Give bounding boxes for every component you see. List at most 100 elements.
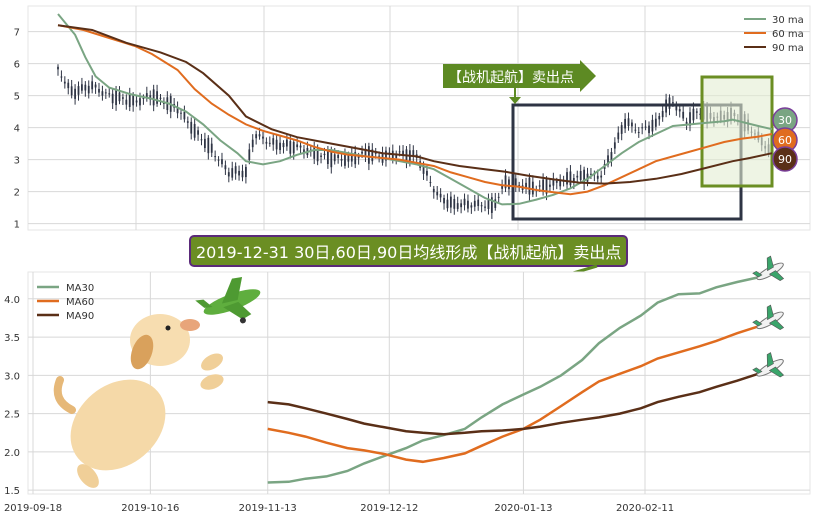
candle-body <box>610 152 613 161</box>
candle-body <box>583 169 586 184</box>
candle-body <box>467 200 469 209</box>
legend-label-MA30: MA30 <box>66 283 94 294</box>
candle-body <box>193 123 196 138</box>
candle-body <box>443 197 445 204</box>
candle-body <box>77 86 80 95</box>
candle-body <box>682 111 685 119</box>
candle-body <box>579 171 582 180</box>
candle-body <box>285 139 288 147</box>
airplane-wing <box>766 352 774 368</box>
candle-body <box>330 150 333 168</box>
candle-body <box>494 199 497 208</box>
airplane-wing <box>768 270 785 281</box>
candle-body <box>374 152 377 154</box>
candle-body <box>145 93 148 99</box>
top-series-30ma <box>57 13 773 206</box>
legend-label-30ma: 30 ma <box>772 15 804 26</box>
candle-body <box>258 134 261 137</box>
top-grid <box>28 6 810 230</box>
legend-label-MA90: MA90 <box>66 311 94 322</box>
callout-pointer-head <box>509 97 521 104</box>
airplane-wing <box>768 319 785 330</box>
candle-body <box>531 181 534 195</box>
top-ytick-label: 6 <box>14 60 20 71</box>
bottom-series-MA90 <box>267 372 759 436</box>
candle-body <box>470 205 473 208</box>
airplane-icon <box>752 352 785 378</box>
candle-body <box>559 180 562 187</box>
badge-90-label: 90 <box>778 153 792 166</box>
candle-body <box>316 150 319 162</box>
candle-body <box>227 172 230 177</box>
candle-body <box>275 139 278 150</box>
candle-body <box>569 171 572 186</box>
candle-body <box>326 151 329 165</box>
bottom-xtick-label: 2019-10-16 <box>121 503 179 514</box>
dog-ear <box>130 334 154 370</box>
badge-30-label: 30 <box>778 114 792 127</box>
bottom-y-axis: 1.5 2.0 2.5 3.0 3.5 4.0 <box>4 295 20 497</box>
candle-body <box>152 89 155 106</box>
bottom-ytick-label: 3.0 <box>4 371 20 382</box>
candle-body <box>637 132 640 134</box>
top-series-60ma <box>57 24 773 196</box>
candle-body <box>296 144 299 148</box>
candle-body <box>572 178 575 183</box>
candle-body <box>282 142 285 148</box>
candle-body <box>57 66 59 70</box>
candle-body <box>504 175 507 189</box>
candle-body <box>648 125 650 134</box>
candle-body <box>313 147 316 159</box>
top-ytick-label: 4 <box>14 124 20 135</box>
candle-body <box>624 118 627 129</box>
legend-label-90ma: 90 ma <box>772 43 804 54</box>
bottom-ytick-label: 2.0 <box>4 448 20 459</box>
candle-body <box>91 81 94 90</box>
candle-body <box>118 92 121 102</box>
dog-tail <box>53 376 76 414</box>
bottom-xtick-label: 2019-09-18 <box>4 503 62 514</box>
candle-body <box>367 146 370 164</box>
callout-label: 【战机起航】卖出点 <box>448 70 574 86</box>
candle-body <box>251 139 254 148</box>
top-plot-area <box>27 5 811 231</box>
dog-snout <box>180 319 200 331</box>
candle-body <box>644 126 647 128</box>
candle-body <box>74 88 76 99</box>
candle-body <box>303 149 305 153</box>
candle-body <box>436 191 439 196</box>
candle-body <box>139 98 141 106</box>
airplane-tail <box>752 270 763 278</box>
candle-body <box>176 107 179 114</box>
airplane-wing <box>768 366 785 378</box>
highlight-box <box>700 75 774 188</box>
dog-illustration <box>53 314 224 488</box>
candle-body <box>104 92 107 94</box>
top-ma-lines <box>57 13 773 206</box>
plane-wing-top <box>221 277 243 304</box>
candle-body <box>699 113 702 115</box>
candle-body <box>631 122 633 127</box>
candle-body <box>528 177 531 195</box>
candle-body <box>241 170 244 178</box>
candle-body <box>207 137 210 154</box>
candle-body <box>63 81 66 84</box>
candle-body <box>661 110 664 118</box>
top-y-axis: 1 2 3 4 5 6 7 <box>14 28 20 231</box>
candle-body <box>566 172 568 185</box>
candle-body <box>429 182 432 184</box>
candle-body <box>299 145 302 148</box>
candle-body <box>340 158 343 161</box>
candle-body <box>347 155 350 162</box>
candle-body <box>463 198 466 206</box>
candle-body <box>391 150 394 160</box>
candle-body <box>576 175 579 178</box>
candle-body <box>156 91 158 104</box>
bottom-xtick-label: 2020-01-13 <box>494 503 552 514</box>
candle-body <box>320 155 322 157</box>
top-legend: 30 ma 60 ma 90 ma <box>744 15 804 54</box>
dog-paw-front <box>201 353 223 371</box>
candle-body <box>501 184 504 189</box>
candle-body <box>128 93 131 107</box>
candle-body <box>132 94 135 106</box>
